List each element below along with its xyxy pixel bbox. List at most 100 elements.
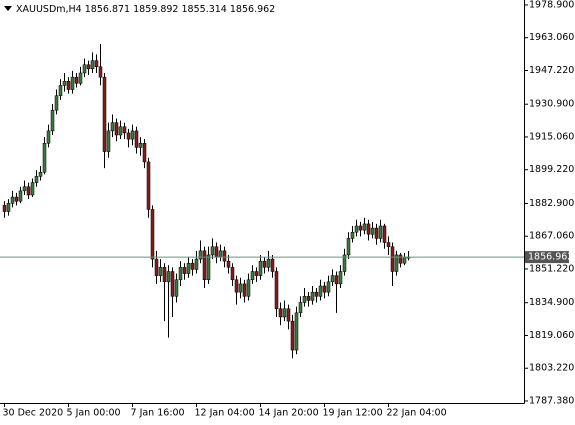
candle-body: [290, 320, 295, 351]
candle-body: [66, 81, 71, 90]
candle-body: [210, 246, 215, 256]
candle-body: [82, 64, 87, 74]
candle-body: [158, 267, 163, 276]
candle-body: [338, 271, 343, 285]
candle-body: [306, 296, 311, 301]
candle-body: [318, 285, 323, 297]
candle-body: [254, 271, 259, 276]
candle-body: [334, 275, 339, 285]
candle-body: [282, 308, 287, 318]
menu-arrow[interactable]: [4, 6, 12, 11]
candle-body: [106, 130, 111, 152]
y-tick-label: 1819.060: [529, 330, 574, 341]
candle-body: [34, 176, 39, 183]
candle-body: [170, 271, 175, 297]
candle-body: [394, 254, 399, 272]
candle-body: [366, 223, 371, 235]
candle-body: [302, 296, 307, 303]
candle-body: [2, 205, 7, 212]
y-tick-label: 1851.220: [529, 263, 574, 274]
candle-body: [250, 271, 255, 281]
candle-body: [190, 262, 195, 270]
candle-body: [382, 225, 387, 243]
candle-body: [78, 72, 83, 84]
candle-body: [146, 161, 151, 210]
candle-body: [294, 312, 299, 351]
candle-body: [58, 85, 63, 96]
y-tick-label: 1882.900: [529, 198, 574, 209]
candle-body: [54, 95, 59, 111]
header-close: 1856.962: [230, 4, 275, 15]
x-tick-label: 22 Jan 04:00: [387, 408, 447, 419]
candle-body: [234, 279, 239, 293]
candle-body: [186, 262, 191, 274]
candle-body: [110, 122, 115, 132]
y-tick-label: 1787.380: [529, 395, 574, 406]
candle-body: [142, 143, 147, 163]
candle-body: [222, 250, 227, 262]
candle-body: [342, 254, 347, 272]
candle-body: [286, 308, 291, 322]
price-label-box: [525, 251, 569, 264]
candle-body: [326, 281, 331, 293]
candle-body: [122, 126, 127, 134]
candle-body: [350, 231, 355, 239]
y-tick-label: 1899.220: [529, 164, 574, 175]
candle-body: [62, 81, 67, 86]
candle-body: [70, 76, 75, 90]
candle-body: [374, 227, 379, 239]
chart-header: XAUUSDm,H4 1856.871 1859.892 1855.314 18…: [16, 4, 275, 15]
y-tick-label: 1834.900: [529, 297, 574, 308]
header-low: 1855.314: [182, 4, 227, 15]
candle-body: [322, 285, 327, 293]
candle-body: [98, 66, 103, 78]
candle-body: [246, 279, 251, 297]
candle-body: [358, 225, 363, 231]
candle-body: [6, 203, 11, 212]
candle-body: [178, 267, 183, 281]
header-high: 1859.892: [133, 4, 178, 15]
candle-body: [14, 196, 19, 202]
candle-body: [30, 182, 35, 196]
symbol: XAUUSDm,H4: [16, 4, 82, 15]
candle-body: [42, 143, 47, 173]
candle-body: [26, 186, 31, 196]
x-tick-label: 19 Jan 12:00: [323, 408, 383, 419]
x-tick-label: 5 Jan 00:00: [67, 408, 121, 419]
candle-body: [218, 250, 223, 258]
candle-body: [174, 279, 179, 297]
candle-body: [202, 250, 207, 281]
candle-body: [38, 171, 43, 177]
candle-body: [354, 225, 359, 233]
candle-body: [278, 308, 283, 318]
candle-body: [310, 291, 315, 301]
candle-body: [162, 267, 167, 283]
candle-body: [346, 238, 351, 256]
candle-body: [238, 283, 243, 293]
candle-body: [206, 254, 211, 281]
candle-body: [154, 258, 159, 276]
candle-body: [214, 246, 219, 258]
x-tick-label: 30 Dec 2020: [3, 408, 64, 419]
candle-body: [118, 126, 123, 136]
candle-body: [94, 60, 99, 68]
candle-body: [330, 275, 335, 283]
candle-body: [86, 64, 91, 70]
y-tick-label: 1803.220: [529, 363, 574, 374]
candle-body: [370, 227, 375, 235]
candle-body: [22, 186, 27, 192]
y-tick-label: 1867.060: [529, 231, 574, 242]
candle-body: [266, 258, 271, 268]
candle-body: [130, 130, 135, 140]
header-open: 1856.871: [85, 4, 130, 15]
candle-body: [262, 260, 267, 268]
candle-body: [182, 267, 187, 274]
x-tick-label: 7 Jan 16:00: [131, 408, 185, 419]
candle-body: [102, 76, 107, 152]
candle-body: [398, 254, 403, 264]
candle-body: [386, 242, 391, 247]
candle-body: [10, 196, 15, 204]
